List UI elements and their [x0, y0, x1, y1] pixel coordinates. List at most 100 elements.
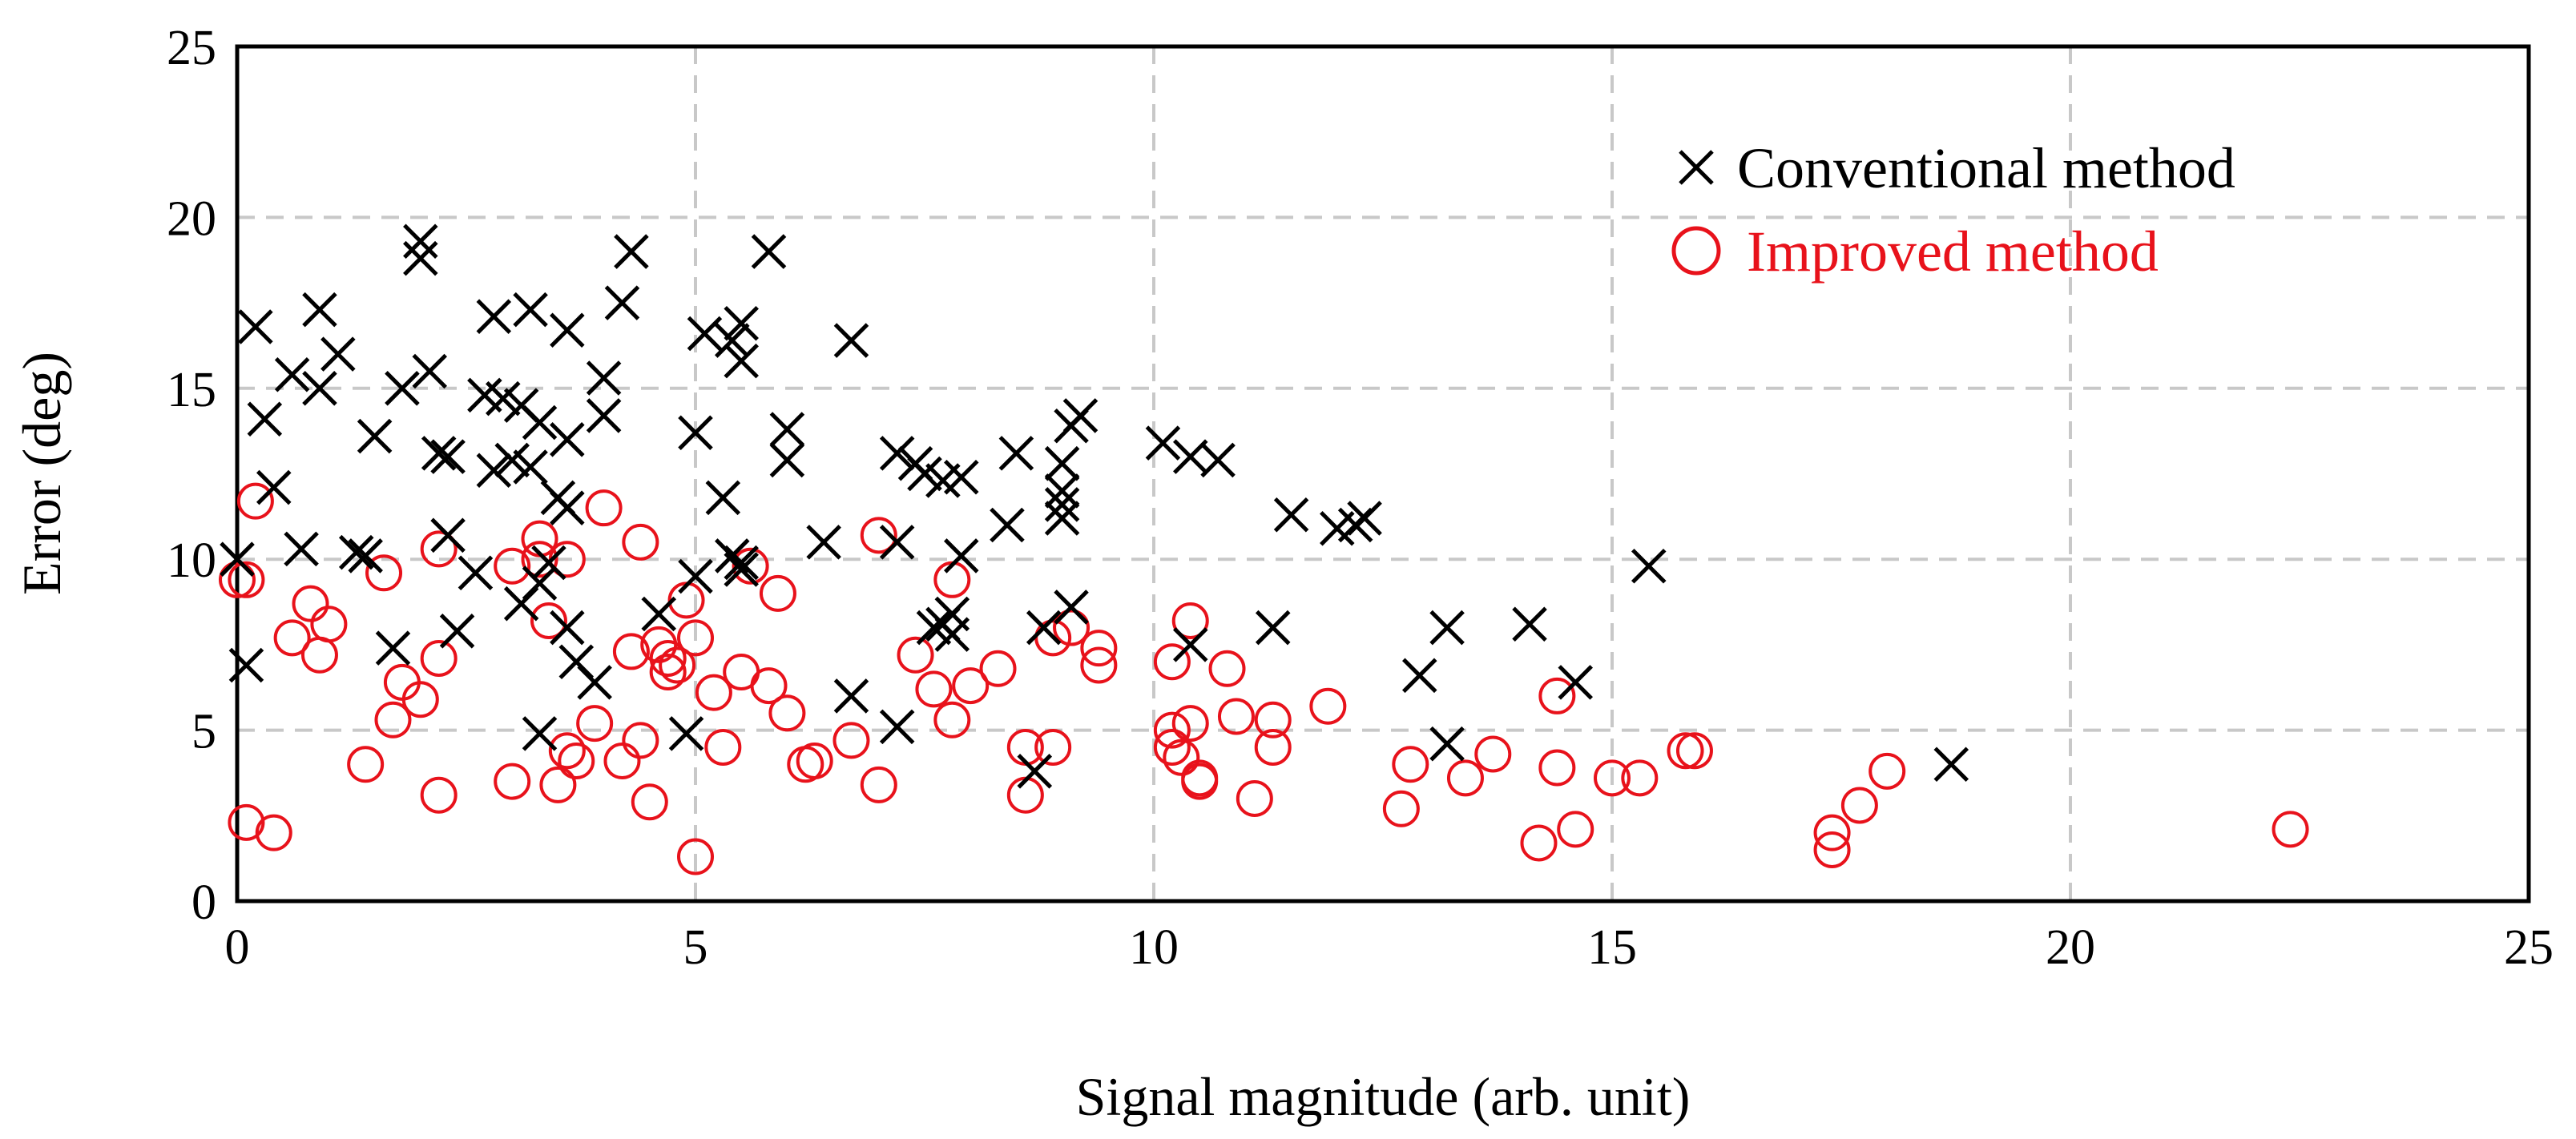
improved-method-point — [401, 681, 439, 718]
improved-method-point — [750, 667, 788, 705]
conventional-method-point — [522, 716, 558, 751]
conventional-method-point — [284, 531, 319, 567]
improved-method-point — [1153, 728, 1191, 766]
conventional-method-point — [550, 422, 585, 457]
conventional-method-point — [421, 436, 457, 471]
conventional-method-point — [256, 469, 292, 505]
legend-label-improved: Improved method — [1747, 219, 2159, 284]
conventional-method-point — [934, 617, 970, 652]
improved-method-point — [631, 783, 668, 821]
x-tick-label: 10 — [1129, 920, 1179, 975]
y-axis-title: Error (deg) — [11, 352, 72, 595]
conventional-method-point — [302, 371, 337, 406]
improved-method-point — [494, 547, 531, 585]
y-tick-label: 15 — [167, 363, 216, 417]
improved-method-point — [1208, 650, 1246, 687]
conventional-method-point — [614, 234, 649, 269]
conventional-method-point — [494, 442, 530, 478]
conventional-method-point — [513, 449, 548, 485]
improved-method-point — [622, 523, 659, 561]
improved-method-point — [1163, 739, 1200, 776]
improved-method-point — [622, 722, 659, 759]
conventional-method-point — [1631, 548, 1667, 584]
improved-method-point — [530, 602, 567, 640]
improved-method-point — [1813, 831, 1851, 868]
conventional-method-point — [1044, 473, 1080, 509]
conventional-method-point — [375, 630, 411, 666]
x-tick-label: 25 — [2504, 920, 2554, 975]
data-points — [219, 223, 2309, 875]
conventional-method-point — [668, 716, 704, 751]
improved-method-point — [1181, 759, 1219, 797]
improved-method-point — [228, 803, 265, 841]
conventional-method-point — [550, 312, 585, 348]
improved-method-point — [1813, 814, 1851, 851]
conventional-method-point — [320, 336, 356, 372]
conventional-method-point — [769, 442, 805, 478]
improved-method-point — [1053, 609, 1090, 646]
improved-method-point — [897, 636, 934, 674]
improved-method-point — [1217, 698, 1255, 735]
conventional-method-point — [247, 401, 283, 437]
improved-method-point — [1236, 779, 1273, 817]
conventional-method-point — [724, 343, 759, 379]
improved-method-point — [677, 838, 714, 875]
improved-method-point — [219, 561, 256, 598]
improved-method-point — [1538, 677, 1576, 714]
improved-method-point — [228, 561, 265, 598]
x-tick-label: 15 — [1587, 920, 1637, 975]
y-tick-label: 5 — [191, 705, 216, 759]
legend-label-conventional: Conventional method — [1737, 136, 2235, 200]
improved-method-point — [1869, 752, 1906, 790]
conventional-method-point — [604, 285, 640, 320]
improved-method-point — [365, 554, 403, 592]
improved-method-point — [1840, 787, 1878, 824]
plot-area-frame — [235, 44, 2531, 904]
improved-method-point — [915, 670, 953, 708]
improved-method-point — [759, 574, 796, 612]
conventional-method-point — [943, 538, 979, 574]
conventional-method-point — [687, 316, 723, 352]
conventional-method-point — [1429, 726, 1465, 762]
legend-cross-marker-icon — [1679, 150, 1714, 185]
improved-method-point — [1171, 602, 1209, 640]
conventional-method-point — [1017, 754, 1053, 789]
improved-method-point — [236, 482, 274, 520]
legend: Conventional method Improved method — [1671, 136, 2235, 284]
y-tick-label: 0 — [191, 875, 216, 930]
improved-method-point — [1153, 711, 1191, 749]
conventional-method-point — [412, 353, 448, 389]
conventional-method-point — [1044, 487, 1080, 522]
improved-method-point — [1557, 811, 1594, 848]
improved-method-point — [300, 636, 338, 674]
improved-method-point — [649, 654, 687, 691]
conventional-method-point — [550, 490, 585, 525]
conventional-method-point — [879, 525, 915, 560]
x-tick-label: 0 — [225, 920, 250, 975]
conventional-method-point — [586, 398, 622, 433]
y-tick-label: 10 — [167, 533, 216, 588]
x-axis-title: Signal magnitude (arb. unit) — [1076, 1066, 1691, 1127]
improved-method-point — [860, 766, 897, 803]
y-tick-label: 20 — [167, 191, 216, 246]
conventional-method-point — [302, 292, 337, 328]
conventional-method-point — [1145, 425, 1181, 461]
improved-method-point — [952, 667, 990, 705]
conventional-method-point — [1401, 658, 1437, 694]
gridlines — [237, 46, 2529, 901]
y-axis-tick-labels: 0 5 10 15 20 25 — [167, 21, 216, 930]
improved-method-point — [1621, 759, 1659, 797]
conventional-method-point — [724, 545, 759, 581]
conventional-method-point — [1512, 606, 1547, 642]
conventional-method-point — [806, 525, 841, 560]
conventional-method-point — [833, 678, 869, 714]
improved-method-point — [677, 619, 714, 657]
conventional-method-point — [724, 305, 759, 341]
conventional-method-point — [641, 596, 677, 632]
improved-method-point — [273, 619, 311, 657]
improved-method-point — [292, 585, 329, 622]
improved-method-point — [1309, 687, 1347, 725]
conventional-method-point — [879, 436, 915, 471]
improved-method-point — [979, 650, 1017, 687]
improved-method-point — [374, 701, 412, 739]
